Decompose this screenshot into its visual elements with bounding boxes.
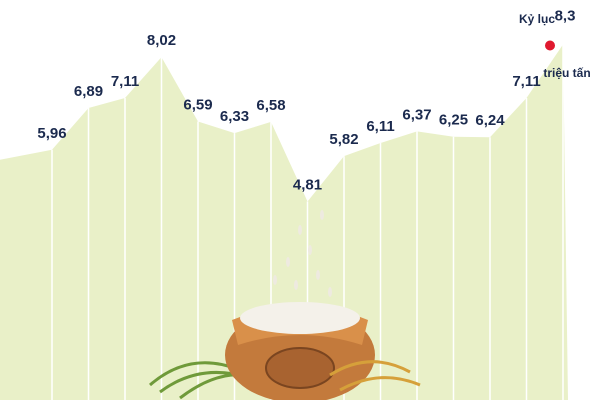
area [0,44,568,400]
value-label: 6,58 [256,97,285,114]
value-label: 8,02 [147,32,176,49]
value-label: 6,24 [475,112,505,129]
value-label: 8,3 [555,7,576,24]
labels: Kỷ lục triệu tấn 5,96 6,89 7,11 8,02 6,59 6,3… [37,7,590,193]
value-label: 6,33 [220,108,249,125]
value-label: 6,11 [366,118,394,135]
value-label: 6,25 [439,112,468,129]
value-label: 5,96 [37,125,66,142]
value-label: 7,11 [111,73,139,90]
value-label: 5,82 [329,131,358,148]
rice-bag-illustration [149,210,421,400]
annotation: triệu tấn [543,66,590,80]
record-dot [545,40,555,51]
plot-area [0,40,568,400]
value-label: 4,81 [293,177,322,194]
value-label: 6,89 [74,83,103,100]
value-label: 6,59 [183,96,212,113]
value-label: 6,37 [402,106,431,123]
annotation: Kỷ lục [519,12,555,26]
value-label: 7,11 [512,73,540,90]
